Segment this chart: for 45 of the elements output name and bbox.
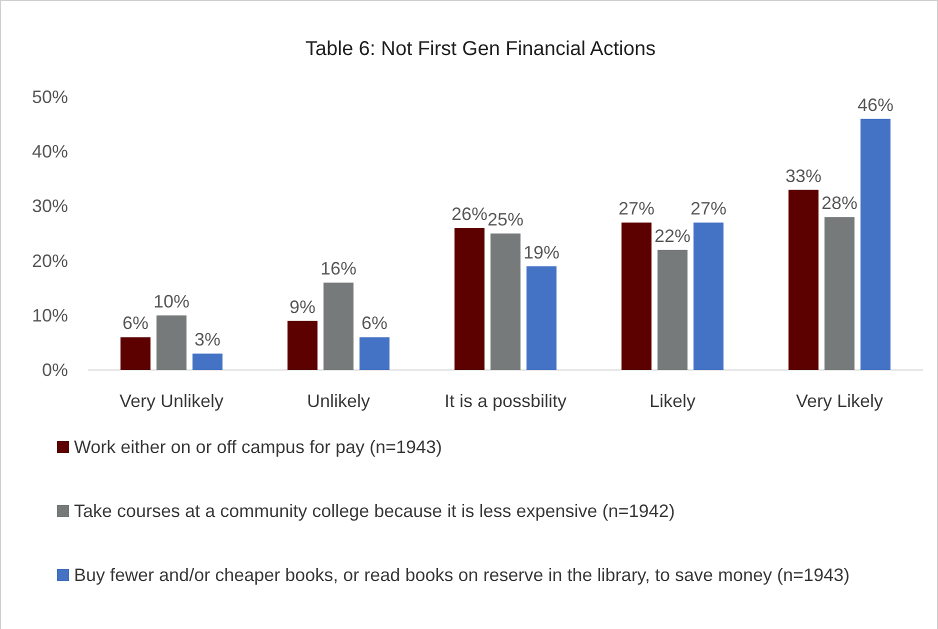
data-label: 46%: [857, 94, 894, 115]
legend-label: Work either on or off campus for pay (n=1943): [74, 437, 442, 457]
x-tick-label: Unlikely: [306, 391, 370, 411]
x-tick-label: Very Unlikely: [119, 391, 224, 411]
bar: [454, 228, 484, 370]
legend-label: Buy fewer and/or cheaper books, or read books on reserve in the library, to save money (n=1943): [74, 565, 850, 585]
data-label: 27%: [690, 198, 727, 219]
data-label: 16%: [320, 258, 357, 279]
data-label: 19%: [523, 242, 560, 262]
y-tick-label: 0%: [42, 360, 68, 380]
bar: [824, 217, 854, 370]
data-label: 10%: [153, 291, 190, 312]
data-label: 22%: [654, 226, 691, 246]
data-label: 26%: [451, 204, 488, 224]
x-tick-label: It is a possbility: [444, 391, 567, 411]
bar: [192, 354, 222, 370]
y-tick-label: 20%: [32, 250, 68, 271]
bar: [324, 282, 354, 370]
data-label: 6%: [122, 313, 149, 334]
bar: [622, 222, 652, 370]
legend-label: Take courses at a community college because it is less expensive (n=1942): [74, 501, 675, 521]
x-tick-label: Likely: [649, 391, 696, 411]
data-label: 3%: [194, 330, 221, 350]
data-label: 27%: [618, 198, 655, 219]
bar: [360, 337, 390, 370]
data-label: 33%: [785, 166, 822, 186]
chart-title: Table 6: Not First Gen Financial Actions: [305, 38, 656, 60]
bar: [490, 234, 520, 370]
data-label: 9%: [289, 296, 316, 317]
bar: [156, 315, 186, 370]
x-tick-label: Very Likely: [796, 391, 884, 411]
bar: [288, 320, 318, 370]
bar: [860, 118, 890, 370]
data-label: 28%: [821, 193, 858, 214]
y-tick-label: 30%: [32, 196, 68, 216]
y-tick-label: 40%: [32, 142, 68, 162]
bar: [526, 266, 556, 370]
y-tick-label: 10%: [32, 305, 68, 326]
bar: [788, 190, 818, 370]
bar: [658, 250, 688, 370]
y-tick-label: 50%: [32, 87, 68, 107]
data-label: 6%: [361, 313, 388, 334]
bar: [120, 337, 150, 370]
data-label: 25%: [487, 210, 524, 230]
bar: [694, 222, 724, 370]
